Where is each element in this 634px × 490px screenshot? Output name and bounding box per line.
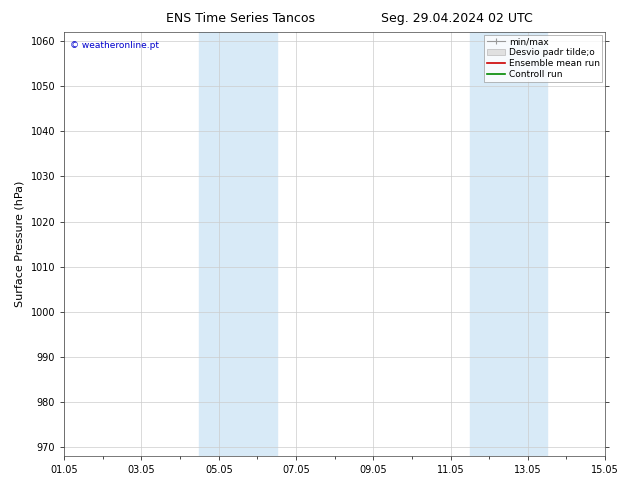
Bar bbox=[470, 32, 508, 456]
Legend: min/max, Desvio padr tilde;o, Ensemble mean run, Controll run: min/max, Desvio padr tilde;o, Ensemble m… bbox=[484, 35, 602, 82]
Bar bbox=[508, 32, 547, 456]
Y-axis label: Surface Pressure (hPa): Surface Pressure (hPa) bbox=[15, 181, 25, 307]
Text: Seg. 29.04.2024 02 UTC: Seg. 29.04.2024 02 UTC bbox=[380, 12, 533, 25]
Bar bbox=[238, 32, 276, 456]
Bar bbox=[200, 32, 238, 456]
Text: © weatheronline.pt: © weatheronline.pt bbox=[70, 41, 158, 49]
Text: ENS Time Series Tancos: ENS Time Series Tancos bbox=[166, 12, 316, 25]
